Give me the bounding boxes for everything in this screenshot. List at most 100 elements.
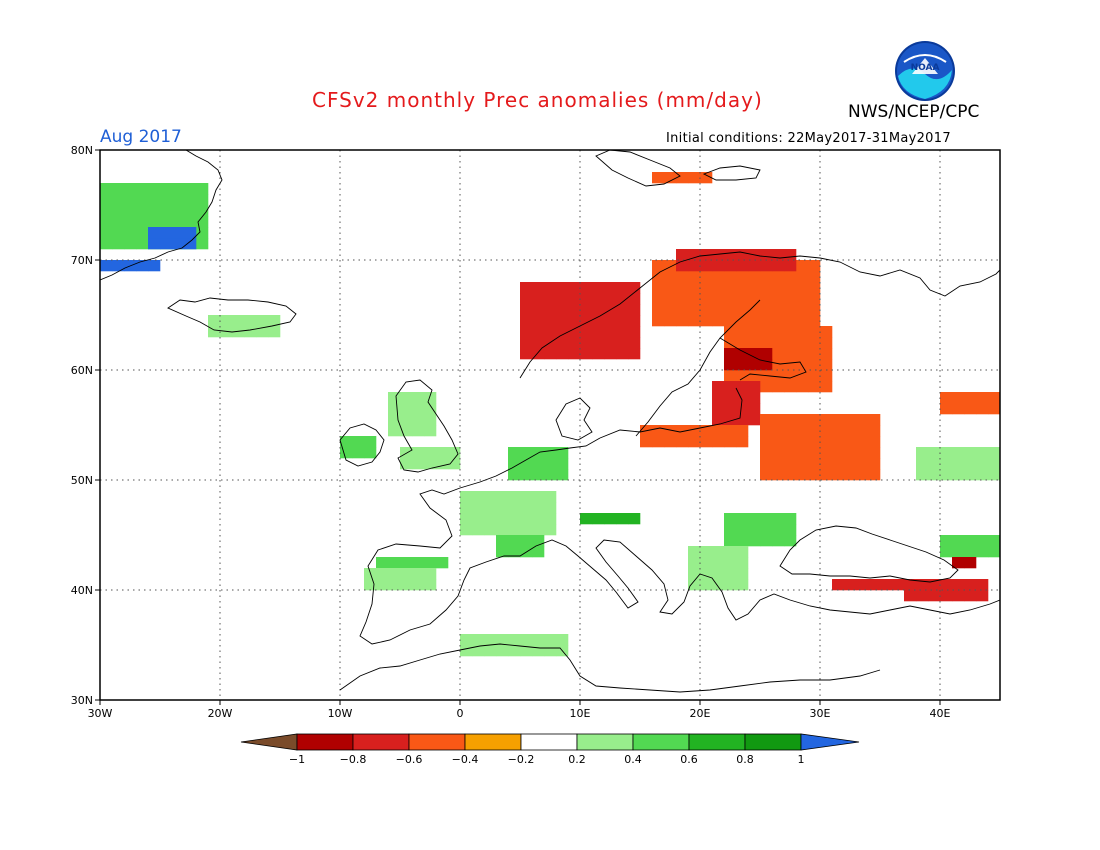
anomaly-cell <box>784 381 797 393</box>
anomaly-cell <box>532 535 545 547</box>
anomaly-cell <box>472 524 485 536</box>
anomaly-cell <box>688 315 701 327</box>
anomaly-cell <box>544 634 557 646</box>
anomaly-cell <box>568 304 581 316</box>
anomaly-cell <box>748 337 761 349</box>
anomaly-cell <box>976 579 989 591</box>
anomaly-cell <box>724 271 737 283</box>
anomaly-cell <box>820 436 833 448</box>
anomaly-cell <box>184 194 197 206</box>
anomaly-cell <box>688 546 701 558</box>
anomaly-cell <box>592 348 605 360</box>
anomaly-cell <box>724 579 737 591</box>
anomaly-cell <box>736 557 749 569</box>
anomaly-cell <box>604 293 617 305</box>
anomaly-cell <box>172 205 185 217</box>
anomaly-cell <box>808 436 821 448</box>
anomaly-cell <box>556 348 569 360</box>
anomaly-cell <box>100 227 113 239</box>
anomaly-cell <box>376 568 389 580</box>
colorbar-label: −1 <box>289 753 305 766</box>
anomaly-cell <box>532 348 545 360</box>
anomaly-cell <box>520 634 533 646</box>
anomaly-cell <box>820 337 833 349</box>
anomaly-cell <box>604 513 617 525</box>
gulf-finland-coast <box>719 337 807 381</box>
anomaly-cell <box>748 524 761 536</box>
anomaly-cell <box>412 414 425 426</box>
anomaly-region-norway-coast-dry <box>520 282 641 360</box>
anomaly-cell <box>940 392 953 404</box>
anomaly-region-france-south-wet <box>496 535 545 558</box>
anomaly-cell <box>784 535 797 547</box>
anomaly-cell <box>784 469 797 481</box>
anomaly-region-turkey-north-dry <box>832 579 917 591</box>
lon-tick-label: 20E <box>690 707 711 720</box>
anomaly-cell <box>460 524 473 536</box>
anomaly-cell <box>952 590 965 602</box>
anomaly-cell <box>532 469 545 481</box>
anomaly-region-finland-south-dry <box>724 348 773 371</box>
colorbar-box <box>296 733 354 751</box>
anomaly-cell <box>748 348 761 360</box>
anomaly-cell <box>580 282 593 294</box>
anomaly-cell <box>736 370 749 382</box>
anomaly-cell <box>844 436 857 448</box>
lon-tick-label: 20W <box>208 707 233 720</box>
anomaly-cell <box>520 282 533 294</box>
anomaly-cell <box>412 392 425 404</box>
anomaly-cell <box>736 568 749 580</box>
anomaly-cell <box>544 469 557 481</box>
anomaly-cell <box>580 513 593 525</box>
lat-tick-label: 40N <box>71 584 93 597</box>
anomaly-cell <box>820 447 833 459</box>
anomaly-cell <box>496 491 509 503</box>
anomaly-cell <box>184 183 197 195</box>
anomaly-region-iberia-north-wet <box>376 557 449 569</box>
anomaly-cell <box>388 392 401 404</box>
anomaly-cell <box>568 348 581 360</box>
anomaly-cell <box>616 348 629 360</box>
anomaly-cell <box>784 315 797 327</box>
anomaly-cell <box>184 227 197 239</box>
anomaly-cell <box>184 205 197 217</box>
anomaly-cell <box>100 260 113 272</box>
anomaly-cell <box>520 645 533 657</box>
anomaly-cell <box>688 579 701 591</box>
anomaly-cell <box>772 458 785 470</box>
anomaly-cell <box>364 447 377 459</box>
anomaly-cell <box>700 282 713 294</box>
anomaly-cell <box>808 425 821 437</box>
anomaly-cells <box>100 172 1000 657</box>
anomaly-cell <box>712 425 725 437</box>
anomaly-cell <box>592 315 605 327</box>
anomaly-cell <box>916 469 929 481</box>
anomaly-cell <box>100 183 113 195</box>
anomaly-cell <box>772 469 785 481</box>
anomaly-cell <box>520 304 533 316</box>
colorbar-label: −0.6 <box>396 753 423 766</box>
anomaly-region-turkey-east-dry <box>904 579 989 602</box>
anomaly-cell <box>544 502 557 514</box>
lon-tick-label: 40E <box>930 707 951 720</box>
anomaly-cell <box>496 546 509 558</box>
anomaly-cell <box>112 205 125 217</box>
anomaly-cell <box>604 315 617 327</box>
anomaly-cell <box>784 425 797 437</box>
anomaly-cell <box>760 414 773 426</box>
anomaly-cell <box>664 293 677 305</box>
anomaly-region-belarus-dry <box>760 414 881 481</box>
anomaly-cell <box>868 579 881 591</box>
anomaly-cell <box>100 194 113 206</box>
colorbar-box <box>632 733 690 751</box>
anomaly-cell <box>940 546 953 558</box>
anomaly-cell <box>808 414 821 426</box>
anomaly-cell <box>352 447 365 459</box>
anomaly-cell <box>964 447 977 459</box>
anomaly-cell <box>736 282 749 294</box>
anomaly-cell <box>868 458 881 470</box>
anomaly-region-hungary-romania-wet <box>724 513 797 547</box>
anomaly-cell <box>508 634 521 646</box>
anomaly-cell <box>148 260 161 272</box>
